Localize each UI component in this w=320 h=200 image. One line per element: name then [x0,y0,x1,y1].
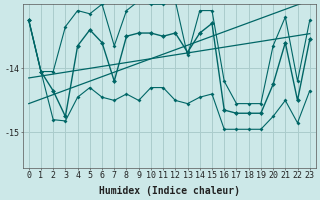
X-axis label: Humidex (Indice chaleur): Humidex (Indice chaleur) [99,186,240,196]
